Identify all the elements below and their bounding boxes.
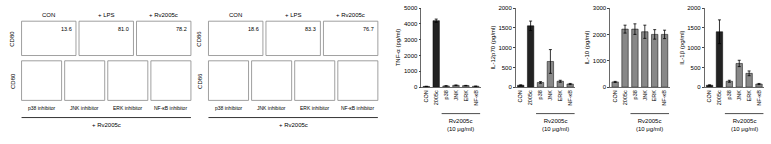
svg-text:+ Rv2005c: + Rv2005c: [92, 122, 121, 128]
svg-text:1500: 1500: [687, 25, 701, 31]
svg-text:CD80: CD80: [9, 31, 15, 47]
svg-text:IL-1β (pg/ml): IL-1β (pg/ml): [679, 31, 685, 65]
svg-text:JNK: JNK: [547, 90, 553, 101]
svg-text:2000: 2000: [404, 53, 418, 59]
svg-text:2005c: 2005c: [716, 90, 722, 105]
svg-text:JNK inhibitor: JNK inhibitor: [70, 105, 99, 111]
svg-text:81.0: 81.0: [118, 26, 129, 32]
svg-text:CON: CON: [612, 90, 618, 102]
svg-text:IL-12p70 (pg/ml): IL-12p70 (pg/ml): [490, 26, 496, 70]
svg-text:+ Rv2005c: + Rv2005c: [336, 12, 365, 18]
svg-text:ERK: ERK: [746, 90, 752, 102]
svg-text:p38: p38: [632, 90, 638, 99]
svg-text:Rv2005c(10 μg/ml): Rv2005c(10 μg/ml): [447, 118, 474, 132]
svg-text:JNK: JNK: [453, 90, 459, 101]
svg-text:Rv2005c(10 μg/ml): Rv2005c(10 μg/ml): [542, 118, 569, 132]
svg-text:ERK: ERK: [557, 90, 563, 102]
svg-text:0: 0: [508, 84, 512, 90]
svg-text:2000: 2000: [687, 5, 701, 11]
svg-text:NF-κB: NF-κB: [473, 90, 479, 106]
svg-text:3000: 3000: [404, 37, 418, 43]
svg-text:p38: p38: [443, 90, 449, 99]
svg-text:ERK inhibitor: ERK inhibitor: [113, 105, 143, 111]
svg-text:+ Rv2005c: + Rv2005c: [279, 122, 308, 128]
svg-text:18.6: 18.6: [248, 26, 259, 32]
svg-text:IL-10 (pg/ml): IL-10 (pg/ml): [584, 31, 590, 65]
svg-text:1000: 1000: [593, 58, 607, 64]
svg-text:+ LPS: + LPS: [98, 12, 115, 18]
svg-text:TNF-α (pg/ml): TNF-α (pg/ml): [395, 29, 401, 66]
svg-text:ERK: ERK: [651, 90, 657, 102]
svg-text:JNK: JNK: [736, 90, 742, 101]
svg-text:NF-κB inhibitor: NF-κB inhibitor: [341, 105, 374, 111]
svg-text:CON: CON: [42, 12, 55, 18]
svg-text:83.3: 83.3: [305, 26, 316, 32]
svg-text:CON: CON: [706, 90, 712, 102]
svg-text:+ Rv2005c: + Rv2005c: [149, 12, 178, 18]
svg-text:CD86: CD86: [196, 31, 202, 47]
svg-text:NF-κB: NF-κB: [661, 90, 667, 106]
svg-text:13.6: 13.6: [61, 26, 72, 32]
svg-text:500: 500: [691, 65, 702, 71]
svg-text:Rv2005c(10 μg/ml): Rv2005c(10 μg/ml): [636, 118, 663, 132]
svg-text:p38 inhibitor: p38 inhibitor: [28, 105, 56, 111]
svg-text:2005c: 2005c: [433, 90, 439, 105]
svg-text:500: 500: [502, 65, 513, 71]
svg-text:p38 inhibitor: p38 inhibitor: [215, 105, 243, 111]
svg-text:CON: CON: [423, 90, 429, 102]
svg-text:Rv2005c(10 μg/ml): Rv2005c(10 μg/ml): [731, 118, 758, 132]
svg-text:1000: 1000: [404, 68, 418, 74]
svg-text:NF-κB: NF-κB: [756, 90, 762, 106]
svg-text:0: 0: [697, 84, 701, 90]
svg-text:p38: p38: [726, 90, 732, 99]
svg-text:0: 0: [414, 84, 418, 90]
svg-text:1500: 1500: [498, 25, 512, 31]
svg-text:ERK inhibitor: ERK inhibitor: [300, 105, 330, 111]
svg-text:76.7: 76.7: [363, 26, 374, 32]
svg-text:2000: 2000: [498, 5, 512, 11]
svg-text:2000: 2000: [593, 32, 607, 38]
svg-text:1000: 1000: [498, 45, 512, 51]
svg-text:CD80: CD80: [10, 73, 16, 89]
svg-text:p38: p38: [537, 90, 543, 99]
svg-text:78.2: 78.2: [176, 26, 187, 32]
svg-text:+ LPS: + LPS: [285, 12, 302, 18]
svg-text:NF-κB inhibitor: NF-κB inhibitor: [154, 105, 187, 111]
svg-text:JNK inhibitor: JNK inhibitor: [257, 105, 286, 111]
svg-text:0: 0: [603, 84, 607, 90]
svg-text:2005c: 2005c: [527, 90, 533, 105]
svg-text:CON: CON: [229, 12, 242, 18]
svg-text:NF-κB: NF-κB: [567, 90, 573, 106]
svg-text:CD86: CD86: [197, 73, 203, 89]
svg-text:3000: 3000: [593, 5, 607, 11]
svg-text:2005c: 2005c: [622, 90, 628, 105]
svg-text:ERK: ERK: [463, 90, 469, 102]
svg-text:CON: CON: [518, 90, 524, 102]
svg-text:JNK: JNK: [642, 90, 648, 101]
svg-text:5000: 5000: [404, 5, 418, 11]
svg-text:1000: 1000: [687, 45, 701, 51]
svg-text:4000: 4000: [404, 21, 418, 27]
